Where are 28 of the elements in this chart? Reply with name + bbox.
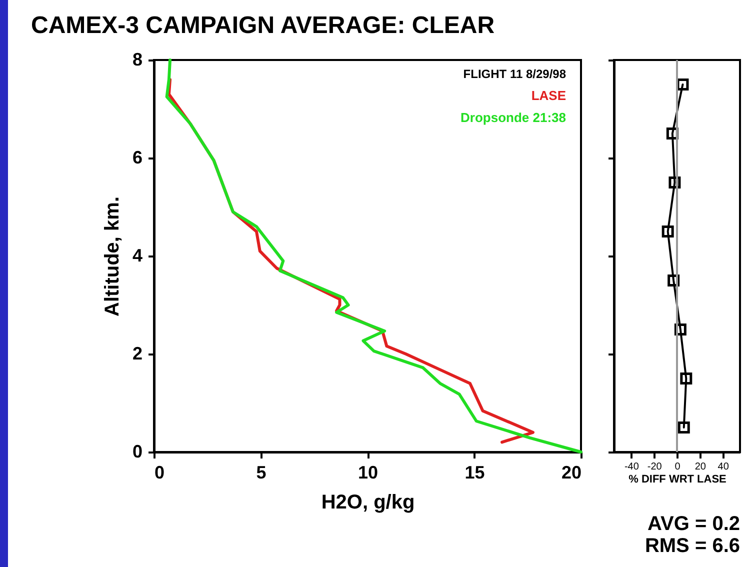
point	[662, 226, 674, 238]
x-tick-label: 20	[694, 462, 706, 472]
text: RMS = 6.6	[644, 535, 740, 557]
x-axis-title: H2O, g/kg	[321, 492, 415, 514]
x-tick-label: 15	[464, 462, 485, 482]
point	[680, 372, 692, 384]
x-tick-label: 20	[561, 462, 582, 482]
x-tick-label: 10	[358, 462, 378, 482]
x-tick-label: -20	[647, 462, 662, 472]
y-axis-title: Altitude, km.	[101, 196, 124, 317]
chart-title: CAMEX-3 CAMPAIGN AVERAGE: CLEAR	[30, 12, 495, 39]
point	[678, 422, 690, 434]
text: Dropsonde 21:38	[460, 110, 566, 125]
y-tick-label: 2	[132, 344, 142, 364]
y-tick-label: 8	[132, 50, 142, 70]
x-tick-label: 0	[674, 462, 681, 472]
text: LASE	[531, 88, 566, 103]
point	[668, 176, 681, 188]
text: AVG = 0.2	[648, 513, 740, 535]
x-tick-label: 5	[256, 462, 266, 482]
x-tick-label: 40	[718, 462, 730, 472]
x-tick-label: -40	[624, 462, 640, 472]
x-axis-title: % DIFF WRT LASE	[628, 474, 726, 486]
y-tick-label: 4	[132, 246, 142, 266]
y-tick-label: 6	[132, 148, 142, 168]
annotation: FLIGHT 11 8/29/98	[463, 67, 566, 81]
x-tick-label: 0	[154, 462, 165, 482]
line-series	[165, 58, 582, 454]
